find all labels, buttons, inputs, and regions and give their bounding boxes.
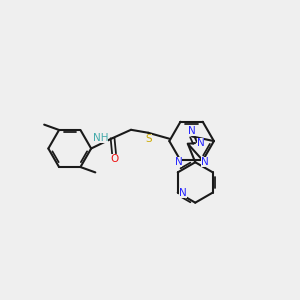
- Text: O: O: [110, 154, 118, 164]
- Text: N: N: [179, 188, 187, 198]
- Text: NH: NH: [93, 133, 108, 143]
- Text: N: N: [196, 138, 204, 148]
- Text: N: N: [201, 157, 209, 167]
- Text: N: N: [175, 157, 182, 167]
- Text: S: S: [145, 134, 152, 144]
- Text: N: N: [188, 126, 196, 136]
